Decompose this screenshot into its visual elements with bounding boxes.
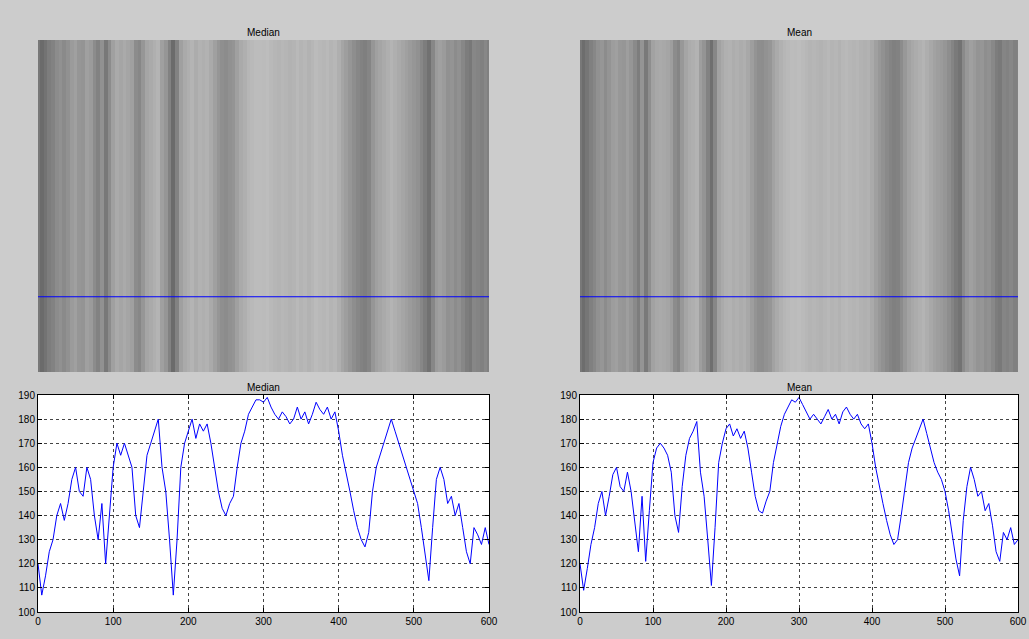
svg-text:150: 150	[18, 486, 35, 497]
svg-text:170: 170	[18, 438, 35, 449]
svg-text:200: 200	[180, 616, 197, 627]
svg-text:190: 190	[560, 390, 577, 401]
svg-text:Median: Median	[247, 382, 280, 393]
svg-text:180: 180	[18, 414, 35, 425]
svg-text:100: 100	[105, 616, 122, 627]
svg-text:600: 600	[481, 616, 498, 627]
svg-text:100: 100	[645, 616, 662, 627]
svg-text:120: 120	[560, 558, 577, 569]
svg-text:190: 190	[18, 390, 35, 401]
svg-text:100: 100	[18, 607, 35, 618]
svg-text:500: 500	[937, 616, 954, 627]
svg-text:140: 140	[560, 510, 577, 521]
svg-text:160: 160	[18, 462, 35, 473]
svg-text:150: 150	[560, 486, 577, 497]
svg-text:300: 300	[791, 616, 808, 627]
svg-text:400: 400	[330, 616, 347, 627]
svg-text:300: 300	[255, 616, 272, 627]
svg-text:130: 130	[18, 534, 35, 545]
svg-text:180: 180	[560, 414, 577, 425]
svg-text:110: 110	[561, 582, 577, 593]
svg-text:0: 0	[577, 616, 583, 627]
svg-text:140: 140	[18, 510, 35, 521]
svg-text:Mean: Mean	[787, 382, 812, 393]
svg-text:200: 200	[718, 616, 735, 627]
svg-text:500: 500	[405, 616, 422, 627]
svg-text:110: 110	[19, 582, 35, 593]
svg-text:600: 600	[1010, 616, 1027, 627]
svg-text:120: 120	[18, 558, 35, 569]
svg-text:400: 400	[864, 616, 881, 627]
svg-text:Median: Median	[247, 27, 280, 38]
svg-text:160: 160	[560, 462, 577, 473]
svg-text:130: 130	[560, 534, 577, 545]
svg-text:0: 0	[35, 616, 41, 627]
svg-text:100: 100	[560, 607, 577, 618]
svg-text:170: 170	[560, 438, 577, 449]
svg-text:Mean: Mean	[787, 27, 812, 38]
